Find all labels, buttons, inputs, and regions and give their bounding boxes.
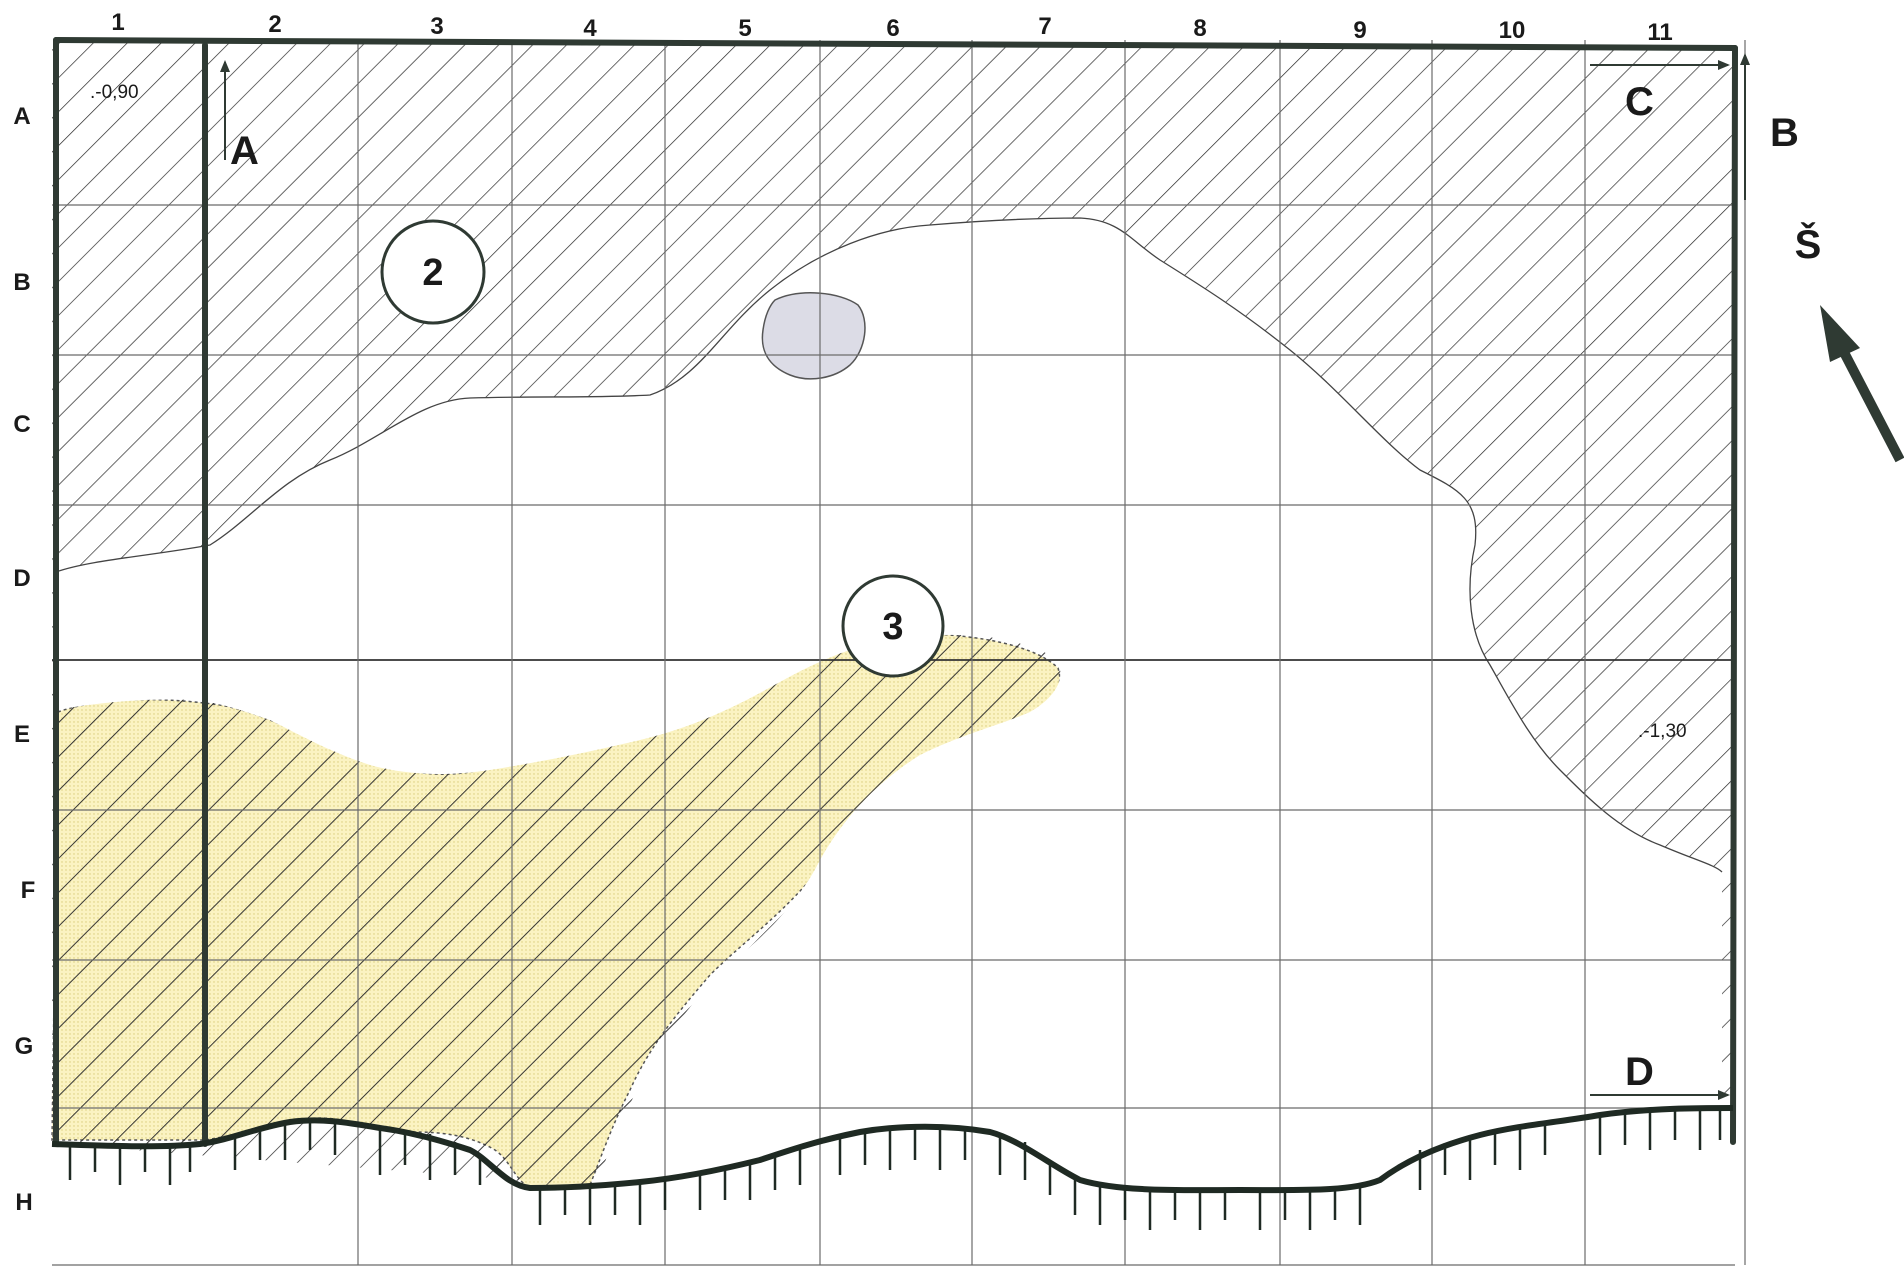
section-label-a: A <box>230 129 259 173</box>
section-label-d: D <box>1625 1050 1654 1094</box>
col-label: 8 <box>1193 15 1206 42</box>
col-label: 1 <box>111 9 124 36</box>
column-labels: 1 2 3 4 5 6 7 8 9 10 11 <box>111 9 1672 46</box>
site-outline <box>53 37 1738 1147</box>
row-label: G <box>15 1033 34 1060</box>
section-label-c: C <box>1625 80 1654 124</box>
row-label: F <box>21 877 36 904</box>
north-label: Š <box>1795 221 1822 267</box>
section-label-b: B <box>1770 111 1799 155</box>
col-label: 5 <box>738 15 751 42</box>
col-label: 10 <box>1499 17 1526 44</box>
row-labels: A B C D E F G H <box>13 103 35 1216</box>
row-label: C <box>13 411 30 438</box>
boundary-line <box>55 217 1723 873</box>
unhatched-area <box>56 218 1722 1191</box>
col-label: 3 <box>430 13 443 40</box>
col-label: 9 <box>1353 17 1366 44</box>
zone-label-2: 2 <box>422 252 443 294</box>
col-label: 6 <box>886 15 899 42</box>
elevation-right: .-1,30 <box>1638 721 1687 742</box>
col-label: 7 <box>1038 13 1051 40</box>
row-label: A <box>13 103 30 130</box>
col-label: 11 <box>1647 19 1672 46</box>
elevation-top-left: .-0,90 <box>90 82 139 103</box>
row-label: E <box>14 721 30 748</box>
north-arrow <box>1820 305 1904 463</box>
section-arrows <box>220 53 1750 1100</box>
col-label: 4 <box>583 15 597 42</box>
row-label: H <box>15 1189 32 1216</box>
grid <box>52 40 1746 1266</box>
stone-feature <box>761 292 866 380</box>
bottom-ticks <box>68 1108 1722 1230</box>
zone-label-3: 3 <box>882 606 903 648</box>
col-label: 2 <box>268 11 281 38</box>
row-label: D <box>13 565 30 592</box>
unhatched-area-hatch <box>56 634 1061 1186</box>
zone-marker-2: 2 <box>380 219 486 325</box>
row-label: B <box>13 269 30 296</box>
zone-marker-3: 3 <box>841 574 945 678</box>
